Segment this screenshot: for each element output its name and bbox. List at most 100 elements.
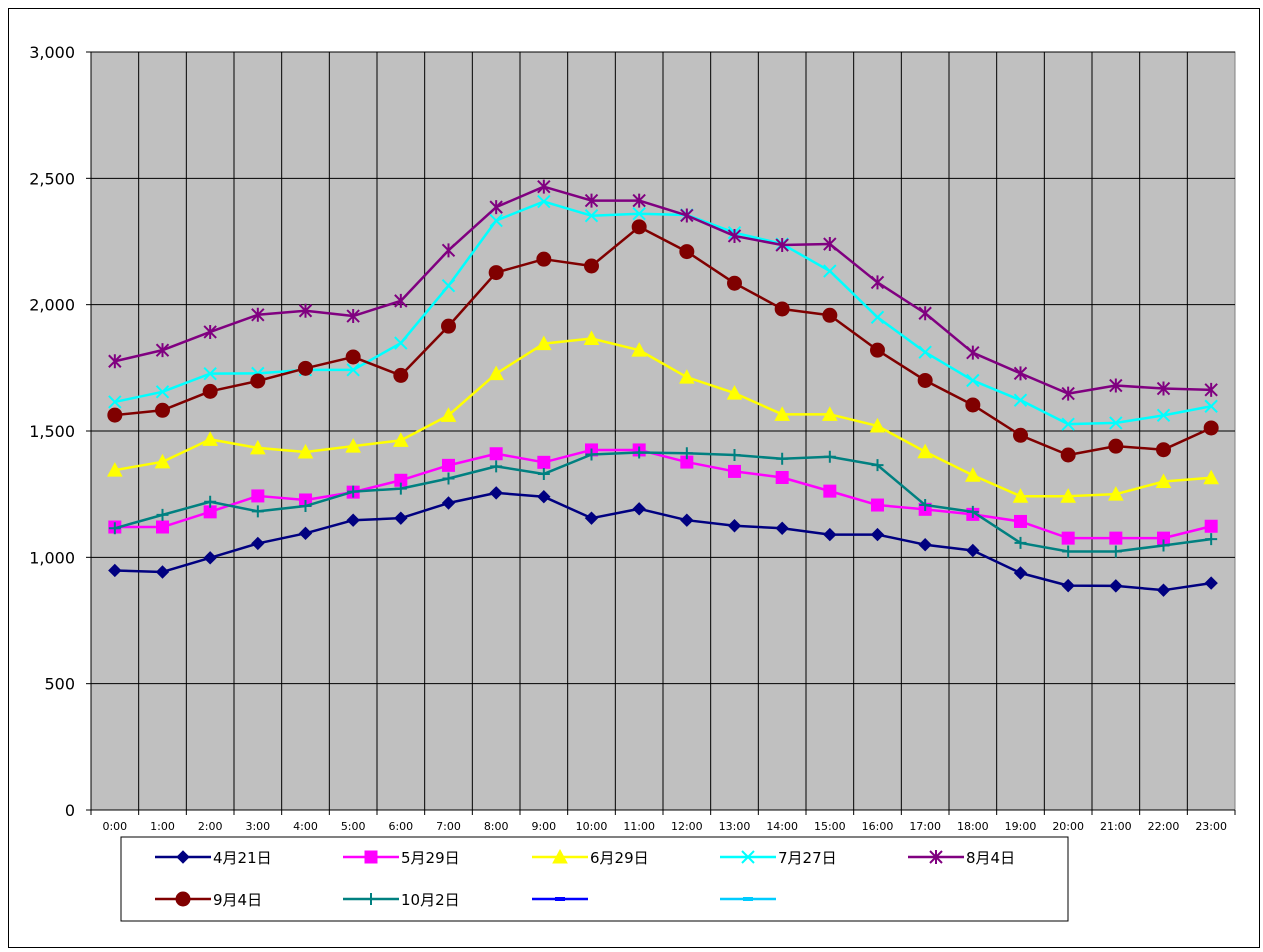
data-point bbox=[726, 385, 743, 400]
data-point bbox=[490, 460, 503, 473]
data-point bbox=[870, 342, 885, 358]
data-point bbox=[680, 208, 694, 223]
x-tick-label: 4:00 bbox=[293, 820, 318, 833]
data-point bbox=[202, 383, 218, 399]
data-point bbox=[823, 237, 837, 252]
data-point bbox=[822, 307, 838, 323]
data-point bbox=[1014, 536, 1027, 549]
data-point bbox=[1061, 578, 1075, 593]
data-point bbox=[537, 179, 551, 194]
legend-item: 7月27日 bbox=[720, 849, 837, 867]
legend-label: 9月4日 bbox=[213, 891, 262, 909]
data-point bbox=[1061, 386, 1075, 401]
data-point bbox=[584, 258, 599, 274]
data-point bbox=[346, 513, 360, 527]
data-point bbox=[394, 336, 408, 350]
data-point bbox=[679, 244, 695, 260]
data-point bbox=[775, 470, 789, 484]
data-point bbox=[728, 464, 741, 478]
series-5 bbox=[108, 179, 1218, 401]
legend-item: 4月21日 bbox=[155, 849, 272, 867]
x-tick-label: 21:00 bbox=[1100, 820, 1132, 833]
data-point bbox=[108, 563, 122, 578]
data-point bbox=[393, 367, 409, 383]
data-point bbox=[1014, 514, 1027, 528]
data-point bbox=[633, 446, 646, 459]
data-point bbox=[1156, 442, 1171, 458]
data-point bbox=[537, 467, 550, 480]
data-point bbox=[727, 275, 742, 291]
x-tick-label: 5:00 bbox=[341, 820, 366, 833]
x-tick-label: 10:00 bbox=[576, 820, 608, 833]
data-point bbox=[107, 407, 123, 423]
data-point bbox=[966, 345, 980, 360]
data-point bbox=[631, 219, 647, 235]
x-tick-label: 17:00 bbox=[909, 820, 941, 833]
data-point bbox=[298, 360, 313, 376]
data-point bbox=[966, 543, 980, 558]
data-point bbox=[1109, 579, 1123, 593]
data-point bbox=[489, 486, 503, 500]
data-point bbox=[821, 406, 838, 421]
x-tick-label: 0:00 bbox=[102, 820, 127, 833]
data-point bbox=[680, 513, 694, 527]
data-point bbox=[583, 330, 600, 346]
legend-marker bbox=[176, 850, 190, 864]
series-7 bbox=[108, 446, 1218, 558]
legend-item: 10月2日 bbox=[343, 891, 460, 909]
data-point bbox=[774, 301, 790, 317]
data-point bbox=[156, 508, 169, 521]
data-point bbox=[346, 309, 360, 324]
data-point bbox=[870, 310, 885, 325]
data-point bbox=[1204, 399, 1218, 413]
data-point bbox=[251, 307, 265, 322]
data-point bbox=[204, 495, 217, 508]
data-point bbox=[584, 511, 599, 525]
data-point bbox=[535, 335, 552, 351]
data-point bbox=[776, 452, 789, 465]
legend-label: 8月4日 bbox=[966, 849, 1015, 867]
y-tick-label: 1,000 bbox=[29, 548, 75, 567]
x-tick-label: 13:00 bbox=[719, 820, 751, 833]
data-point bbox=[871, 498, 884, 512]
data-point bbox=[1108, 438, 1124, 454]
series-line bbox=[114, 451, 1212, 553]
data-point bbox=[298, 526, 313, 541]
legend-label: 4月21日 bbox=[213, 849, 272, 867]
series-line bbox=[114, 448, 1212, 540]
data-point bbox=[727, 228, 742, 243]
data-point bbox=[728, 449, 741, 462]
data-point bbox=[251, 536, 265, 551]
data-point bbox=[632, 502, 646, 516]
data-point bbox=[489, 200, 503, 215]
data-point bbox=[1156, 583, 1171, 597]
legend-marker bbox=[743, 897, 753, 901]
data-point bbox=[250, 373, 266, 389]
legend-item: 6月29日 bbox=[532, 848, 649, 867]
legend-item: 8月4日 bbox=[908, 849, 1015, 867]
data-point bbox=[823, 264, 837, 278]
legend-marker bbox=[364, 850, 378, 864]
data-point bbox=[442, 458, 455, 472]
series-line bbox=[114, 491, 1212, 592]
data-point bbox=[440, 407, 457, 422]
chart-frame bbox=[8, 8, 1260, 948]
data-point bbox=[1157, 539, 1170, 552]
data-point bbox=[394, 482, 407, 495]
y-tick-label: 2,500 bbox=[29, 169, 75, 188]
data-point bbox=[823, 527, 837, 542]
data-point bbox=[966, 505, 979, 518]
data-point bbox=[441, 318, 456, 334]
x-tick-label: 6:00 bbox=[388, 820, 413, 833]
data-point bbox=[1013, 366, 1028, 381]
data-point bbox=[203, 324, 217, 339]
data-point bbox=[1013, 427, 1028, 443]
data-point bbox=[441, 243, 456, 258]
x-tick-label: 12:00 bbox=[671, 820, 703, 833]
y-tick-label: 0 bbox=[65, 801, 75, 820]
data-point bbox=[1107, 486, 1124, 501]
legend-item: 9月4日 bbox=[155, 891, 262, 909]
data-point bbox=[155, 385, 170, 399]
x-tick-label: 18:00 bbox=[957, 820, 989, 833]
data-point bbox=[106, 462, 123, 477]
